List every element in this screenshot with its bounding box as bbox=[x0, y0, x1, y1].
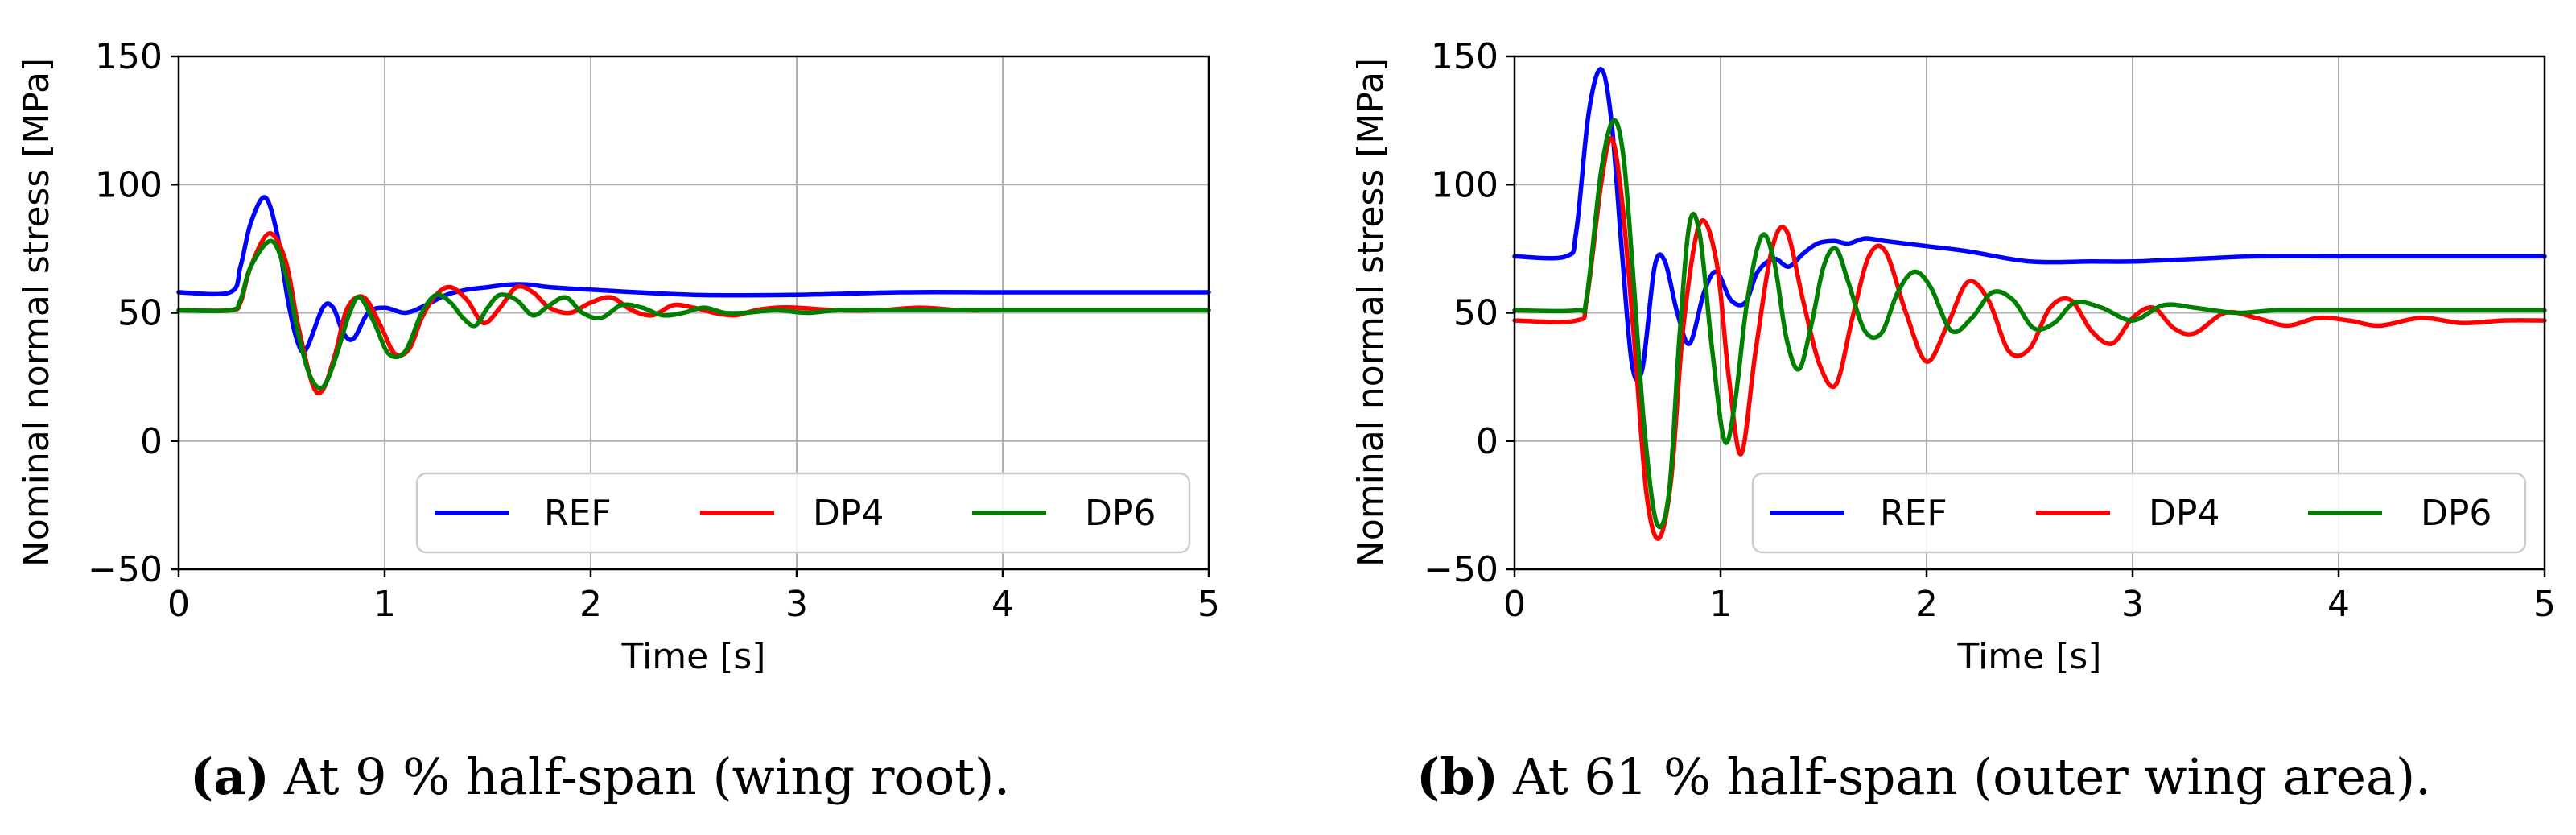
legend-label-ref-a: REF bbox=[544, 493, 612, 534]
y-tick-label-a: 150 bbox=[95, 36, 163, 77]
x-axis-label-a: Time [s] bbox=[621, 636, 766, 677]
y-tick-label-b: 50 bbox=[1453, 293, 1498, 334]
x-tick-label-b: 2 bbox=[1915, 584, 1938, 625]
y-tick-label-a: −50 bbox=[88, 549, 163, 590]
x-tick-label-a: 3 bbox=[785, 584, 808, 625]
y-tick-label-b: 150 bbox=[1431, 36, 1498, 77]
series-dp6-line-a bbox=[176, 238, 1211, 391]
x-tick-label-a: 0 bbox=[167, 584, 190, 625]
x-tick-label-b: 1 bbox=[1709, 584, 1732, 625]
caption-label-a: (a) bbox=[190, 747, 270, 806]
y-tick-label-b: 100 bbox=[1431, 164, 1498, 205]
y-tick-label-a: 0 bbox=[140, 421, 163, 462]
caption-b: (b) At 61 % half-span (outer wing area). bbox=[1416, 747, 2431, 806]
legend-b: REF DP4 DP6 bbox=[1751, 472, 2527, 554]
y-axis-label-b: Nominal normal stress [MPa] bbox=[1350, 58, 1391, 567]
legend-box-a bbox=[415, 472, 1191, 554]
y-tick-label-b: −50 bbox=[1424, 549, 1498, 590]
y-axis-label-a: Nominal normal stress [MPa] bbox=[16, 58, 57, 567]
x-tick-label-b: 5 bbox=[2533, 584, 2556, 625]
caption-label-b: (b) bbox=[1416, 747, 1498, 806]
series-ref-line-a bbox=[176, 195, 1211, 354]
series-panel-a bbox=[176, 195, 1211, 396]
series-dp6-line-b bbox=[1512, 118, 2547, 530]
series-ref-line-b bbox=[1512, 67, 2547, 383]
caption-text-b: At 61 % half-span (outer wing area). bbox=[1512, 747, 2431, 806]
x-tick-label-a: 5 bbox=[1197, 584, 1220, 625]
series-panel-b bbox=[1512, 67, 2547, 541]
caption-text-a: At 9 % half-span (wing root). bbox=[283, 747, 1010, 806]
y-tick-label-a: 100 bbox=[95, 164, 163, 205]
legend-box-b bbox=[1751, 472, 2527, 554]
x-tick-label-a: 1 bbox=[373, 584, 396, 625]
legend-label-dp6-a: DP6 bbox=[1085, 493, 1156, 534]
x-tick-label-b: 0 bbox=[1503, 584, 1526, 625]
y-tick-label-a: 50 bbox=[117, 293, 163, 334]
legend-label-dp4-b: DP4 bbox=[2149, 493, 2219, 534]
legend-label-dp6-b: DP6 bbox=[2421, 493, 2492, 534]
x-tick-label-a: 4 bbox=[991, 584, 1014, 625]
legend-label-ref-b: REF bbox=[1880, 493, 1947, 534]
x-tick-label-b: 3 bbox=[2121, 584, 2144, 625]
x-tick-label-a: 2 bbox=[579, 584, 602, 625]
legend-label-dp4-a: DP4 bbox=[813, 493, 884, 534]
caption-a: (a) At 9 % half-span (wing root). bbox=[190, 747, 1010, 806]
legend-a: REF DP4 DP6 bbox=[415, 472, 1191, 554]
y-tick-label-b: 0 bbox=[1476, 421, 1498, 462]
x-tick-label-b: 4 bbox=[2327, 584, 2350, 625]
x-axis-label-b: Time [s] bbox=[1957, 636, 2102, 677]
